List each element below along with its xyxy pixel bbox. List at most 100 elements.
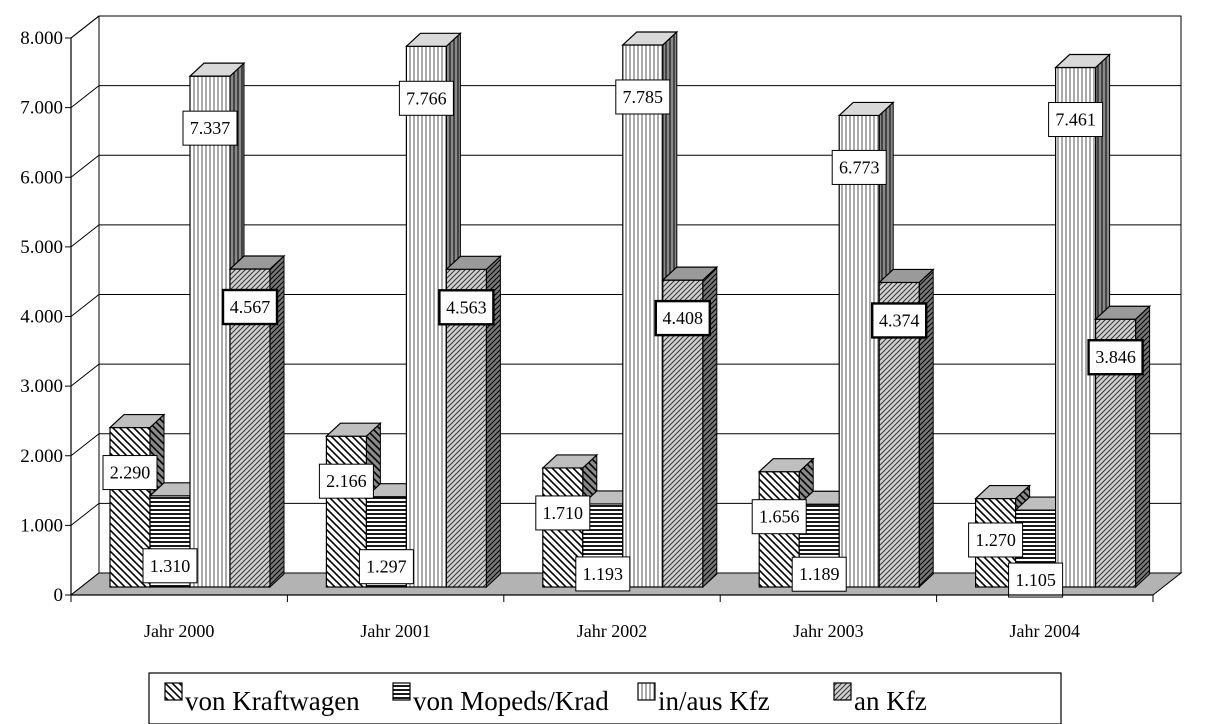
data-label-box [318, 463, 374, 499]
x-tick-label: Jahr 2004 [1010, 621, 1081, 641]
data-label-box [1008, 562, 1064, 598]
legend-label: von Mopeds/Krad [413, 686, 609, 716]
bar-top [757, 458, 815, 473]
bar-top [324, 422, 382, 437]
data-label-box [1048, 102, 1104, 138]
legend-swatch [637, 682, 656, 701]
data-label-text: 1.270 [975, 530, 1016, 550]
data-label-text: 4.563 [446, 297, 487, 317]
legend-swatch [392, 682, 411, 701]
legend-box [148, 672, 1062, 724]
data-label: 1.189 [791, 556, 847, 592]
x-tick-label: Jahr 2002 [577, 621, 648, 641]
data-label-text: 1.310 [150, 556, 191, 576]
y-tick-label: 7.000 [20, 98, 63, 119]
legend-label: in/aus Kfz [658, 686, 770, 716]
data-label-text: 1.189 [799, 564, 840, 584]
data-label: 1.193 [575, 556, 631, 592]
bar-top [404, 32, 462, 47]
bar-front [189, 75, 231, 588]
legend-label: an Kfz [854, 686, 927, 716]
data-label-box [615, 79, 671, 115]
data-label: 4.567 [221, 288, 279, 326]
data-label-box [791, 556, 847, 592]
data-label-text: 4.408 [663, 308, 704, 328]
data-label: 4.374 [871, 302, 928, 339]
data-label: 1.656 [751, 499, 807, 535]
bar-top [1054, 53, 1112, 69]
bar-top [108, 413, 166, 429]
legend: von Kraftwagen von Mopeds/Krad in/aus Kfz a… [148, 672, 1062, 724]
data-label-text: 4.567 [230, 297, 271, 317]
gridline [70, 224, 1181, 248]
data-label-box [1087, 339, 1144, 376]
data-label-text: 1.710 [543, 503, 584, 523]
data-label-text: 7.461 [1055, 110, 1096, 130]
data-label-box [358, 549, 414, 585]
bar-top [621, 31, 679, 46]
data-label-box [575, 556, 631, 592]
data-label-text: 6.773 [839, 157, 880, 177]
y-tick-label: 0 [54, 585, 64, 606]
bar-top [541, 454, 599, 469]
data-label: 1.297 [358, 549, 414, 585]
gridline [70, 85, 1181, 109]
bar-top [661, 266, 719, 281]
y-tick-label: 8.000 [20, 28, 63, 49]
data-label: 7.766 [398, 80, 454, 116]
data-label-box [398, 80, 454, 116]
bar-top [837, 101, 895, 117]
y-tick-label: 3.000 [20, 376, 63, 397]
data-label: 1.105 [1008, 562, 1064, 598]
data-label-box [968, 522, 1024, 558]
bar-top [1094, 305, 1152, 320]
data-label: 6.773 [831, 149, 887, 185]
data-label: 1.270 [968, 522, 1024, 558]
legend-swatch [164, 682, 183, 701]
bar-front [838, 114, 880, 588]
bar-front [1054, 66, 1097, 588]
gridline [70, 363, 1181, 387]
data-label-text: 7.766 [406, 88, 447, 108]
data-label-box [535, 495, 591, 531]
x-tick-label: Jahr 2000 [144, 621, 215, 641]
y-tick-label: 4.000 [20, 307, 63, 328]
legend-item: an Kfz [833, 682, 927, 716]
data-label: 4.408 [654, 299, 711, 337]
data-label-box [102, 455, 158, 491]
data-label: 2.290 [102, 455, 158, 491]
data-label-box [182, 110, 238, 146]
data-label: 1.310 [142, 548, 198, 584]
legend-label: von Kraftwagen [185, 686, 360, 716]
legend-item: von Mopeds/Krad [392, 682, 609, 716]
bar [1054, 53, 1112, 589]
gridline [70, 15, 1181, 39]
x-tick-label: Jahr 2001 [360, 621, 431, 641]
bar-top [877, 268, 935, 284]
data-label-box [438, 289, 495, 326]
y-tick-label: 2.000 [20, 446, 63, 467]
legend-swatch [833, 682, 852, 701]
data-label: 3.846 [1087, 339, 1144, 376]
data-label-box [654, 299, 711, 337]
data-label-text: 7.337 [190, 118, 231, 138]
data-label: 7.461 [1048, 102, 1104, 138]
data-label: 4.563 [438, 289, 495, 326]
data-label-text: 1.297 [366, 557, 407, 577]
data-label: 7.785 [615, 79, 671, 115]
bar-top [188, 62, 246, 77]
gridline [70, 294, 1181, 317]
x-axis: Jahr 2000 Jahr 2001 Jahr 2002 Jahr 2003 Jahr… [70, 594, 1154, 641]
gridline [70, 433, 1181, 457]
data-label-text: 2.290 [110, 463, 151, 483]
bar-top [974, 484, 1032, 500]
data-label-text: 1.656 [759, 507, 800, 527]
data-label-box [221, 288, 279, 326]
y-tick-label: 5.000 [20, 237, 63, 258]
gridline [70, 154, 1181, 178]
data-label-text: 1.193 [583, 564, 624, 584]
y-axis: 0 1.000 2.000 3.000 4.000 5.000 6.000 7.000 8.00… [20, 28, 72, 606]
y-tick-label: 1.000 [20, 515, 63, 536]
data-label-text: 4.374 [879, 310, 920, 330]
